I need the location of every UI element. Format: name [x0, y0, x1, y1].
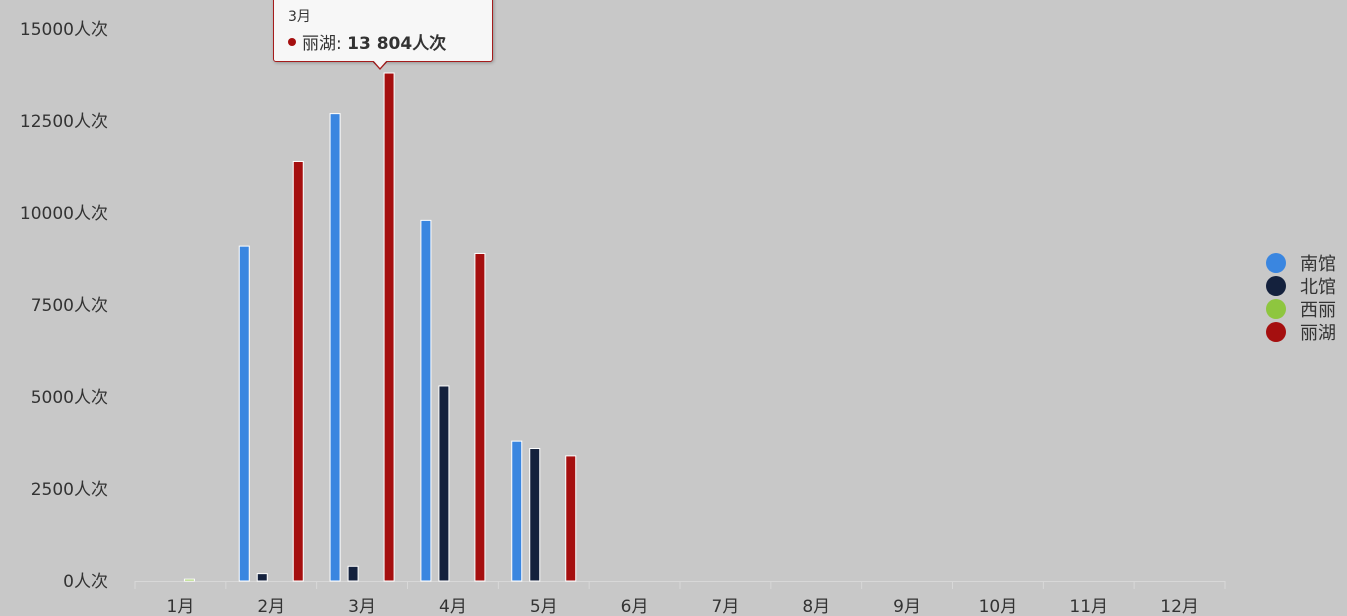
bar: [420, 219, 432, 582]
legend-label: 西丽: [1300, 300, 1336, 321]
y-tick-label: 5000人次: [31, 388, 108, 408]
bar: [238, 245, 250, 582]
y-tick-label: 0人次: [63, 572, 108, 592]
bar: [438, 385, 450, 582]
bar: [529, 448, 541, 582]
bar: [256, 573, 268, 582]
tooltip-series-line: 丽湖: 13 804人次: [288, 29, 446, 54]
tooltip-value: 13 804人次: [347, 34, 447, 54]
x-tick-label: 12月: [1160, 597, 1199, 616]
legend-label: 北馆: [1300, 277, 1336, 298]
bar: [565, 455, 577, 582]
tooltip-category: 3月: [288, 9, 311, 25]
tooltip-separator: :: [336, 34, 342, 54]
x-tick-label: 9月: [893, 597, 921, 616]
y-tick-label: 10000人次: [20, 204, 108, 224]
y-tick-label: 12500人次: [20, 112, 108, 132]
x-tick-label: 3月: [348, 597, 376, 616]
bar: [329, 113, 341, 582]
tooltip-arrow-inner: [372, 59, 388, 68]
bar: [292, 160, 304, 582]
y-tick-label: 15000人次: [20, 20, 108, 40]
bar: [347, 565, 359, 582]
x-tick-label: 11月: [1069, 597, 1108, 616]
x-tick-label: 6月: [621, 597, 649, 616]
legend-label: 南馆: [1300, 254, 1336, 275]
x-tick-label: 7月: [712, 597, 740, 616]
x-tick-label: 8月: [802, 597, 830, 616]
legend-marker: [1266, 322, 1286, 342]
tooltip-series-name: 丽湖: [302, 34, 336, 54]
tooltip: 3月 丽湖: 13 804人次: [273, 0, 493, 62]
x-tick-label: 2月: [257, 597, 285, 616]
bar: [183, 578, 195, 582]
legend-marker: [1266, 276, 1286, 296]
x-axis: 1月 2月 3月 4月 5月 6月 7月 8月 9月 10月 11月 12月: [134, 581, 1226, 616]
legend-marker: [1266, 299, 1286, 319]
bar: [474, 252, 486, 582]
legend-marker: [1266, 253, 1286, 273]
y-tick-label: 2500人次: [31, 480, 108, 500]
x-tick-label: 4月: [439, 597, 467, 616]
bar: [383, 72, 395, 582]
x-tick-label: 5月: [530, 597, 558, 616]
bars: [183, 72, 577, 582]
y-tick-label: 7500人次: [31, 296, 108, 316]
legend-label: 丽湖: [1300, 323, 1336, 344]
x-tick-label: 1月: [167, 597, 195, 616]
bar: [511, 440, 523, 582]
tooltip-series-dot: [288, 38, 296, 46]
x-tick-label: 10月: [979, 597, 1018, 616]
y-axis: 0人次 2500人次 5000人次 7500人次 10000人次 12500人次 15000…: [20, 20, 108, 592]
